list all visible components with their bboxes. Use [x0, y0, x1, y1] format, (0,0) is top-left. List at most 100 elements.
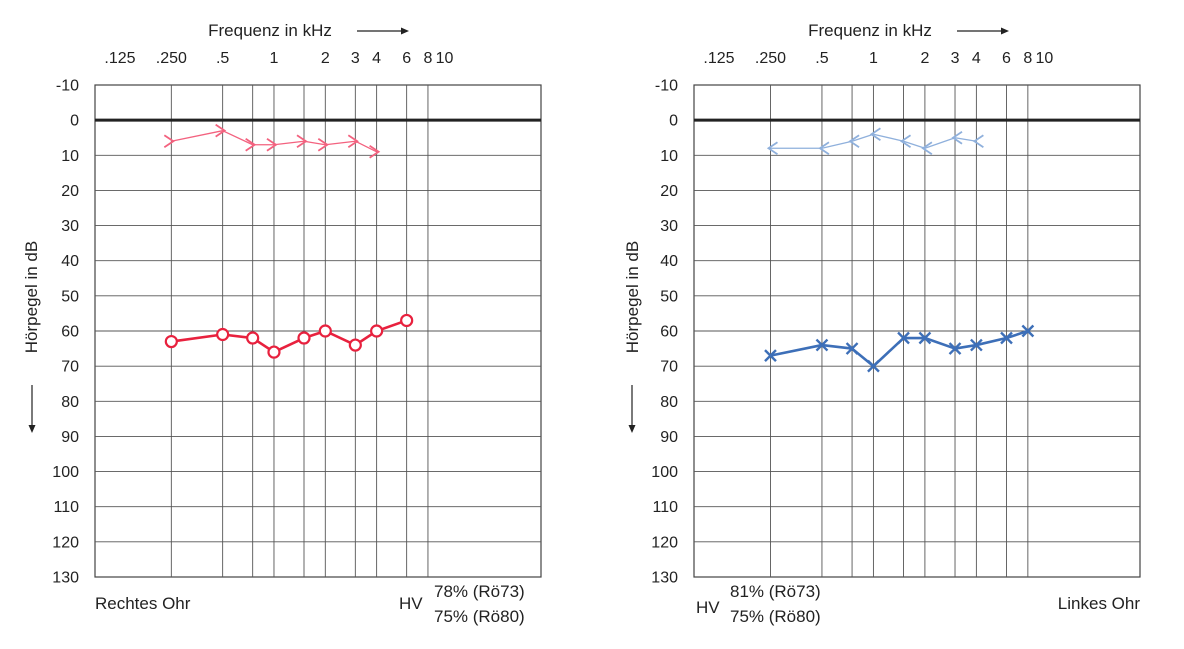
x-tick-label: .250	[755, 50, 786, 67]
bone-marker-chevron-left	[972, 134, 984, 148]
air-marker-cross	[897, 331, 910, 345]
air-conduction-line	[770, 329, 1029, 368]
hv-value-1: 78% (Rö73)	[434, 582, 525, 601]
bone-marker-chevron-right	[369, 145, 381, 159]
ear-label: Rechtes Ohr	[95, 594, 191, 613]
y-tick-label: 0	[70, 113, 79, 130]
y-tick-label: 30	[61, 218, 79, 235]
air-marker-circle	[348, 338, 362, 352]
x-tick-label: 6	[1002, 50, 1011, 67]
vertical-gridlines	[770, 85, 1029, 577]
bone-conduction-line	[171, 130, 377, 153]
bone-marker-chevron-left	[766, 141, 778, 156]
y-tick-label: 110	[652, 499, 678, 516]
x-tick-labels: .125 .250 .5 1 2 3 4 6 8 10	[104, 50, 453, 67]
air-marker-cross	[867, 359, 880, 373]
x-tick-label: .125	[104, 50, 135, 67]
air-marker-cross	[1000, 331, 1013, 345]
audiogram-right-ear: Frequenz in kHz Hörpegel in dB .125 .250.…	[22, 21, 542, 626]
cross-stroke	[867, 359, 880, 373]
air-marker-cross	[918, 331, 932, 345]
cross-stroke	[918, 331, 932, 345]
air-marker-cross	[948, 342, 962, 355]
y-tick-label: 60	[660, 324, 678, 341]
cross-stroke	[1021, 324, 1035, 338]
cross-stroke	[1000, 331, 1013, 345]
y-tick-labels: -10 0 10 20 30 40 50 60 70 80 90 100 110 120 130	[52, 78, 79, 587]
x-tick-label: .5	[216, 50, 229, 67]
y-axis-title: Hörpegel in dB	[623, 241, 642, 353]
y-axis-title: Hörpegel in dB	[22, 241, 41, 353]
y-axis-arrow	[628, 385, 636, 433]
air-marker-circle	[318, 324, 332, 338]
x-tick-label: 2	[321, 50, 330, 67]
y-tick-label: 20	[61, 183, 79, 200]
x-tick-label: 10	[1036, 50, 1054, 67]
hv-label: HV	[696, 598, 720, 617]
bone-marker-chevron-left	[848, 134, 860, 148]
air-marker-circle	[400, 313, 414, 328]
bone-marker-chevron-right	[317, 137, 329, 152]
bone-marker-chevron-left	[818, 141, 830, 156]
horizontal-gridlines	[694, 154, 1140, 543]
hv-value-2: 75% (Rö80)	[434, 607, 525, 626]
y-tick-labels: -10 0 10 20 30 40 50 60 70 80 90 100 110 120 130	[651, 78, 678, 587]
air-marker-cross	[845, 342, 859, 355]
hv-value-1: 81% (Rö73)	[730, 582, 821, 601]
y-tick-label: 90	[61, 429, 79, 446]
bone-marker-chevron-left	[921, 141, 933, 156]
cross-stroke	[970, 338, 983, 352]
series-group	[163, 123, 414, 359]
x-axis-title: Frequenz in kHz	[808, 21, 932, 40]
bone-marker-chevron-left	[951, 130, 963, 145]
plot-area	[94, 84, 542, 578]
cross-stroke	[948, 342, 962, 355]
air-marker-circle	[267, 345, 281, 359]
y-tick-label: 100	[651, 464, 678, 481]
air-marker-cross	[764, 349, 777, 362]
audiogram-left-ear: Frequenz in kHz Hörpegel in dB .125 .250.…	[623, 21, 1141, 626]
x-tick-label: .250	[156, 50, 187, 67]
plot-area	[693, 84, 1141, 578]
y-tick-label: 130	[651, 570, 678, 587]
y-tick-label: 120	[651, 534, 678, 551]
ear-label: Linkes Ohr	[1058, 594, 1141, 613]
cross-stroke	[897, 331, 910, 345]
bone-marker-chevron-left	[869, 127, 881, 141]
y-tick-label: 70	[61, 359, 79, 376]
x-axis-arrow	[957, 27, 1009, 35]
y-tick-label: -10	[655, 78, 678, 95]
y-tick-label: 60	[61, 324, 79, 341]
series-group	[764, 127, 1035, 373]
horizontal-gridlines	[95, 154, 541, 543]
y-tick-label: 0	[669, 113, 678, 130]
x-tick-label: 10	[436, 50, 454, 67]
air-marker-cross	[970, 338, 983, 352]
cross-stroke	[815, 338, 829, 352]
x-tick-label: 8	[1023, 50, 1032, 67]
x-tick-label: .5	[815, 50, 828, 67]
y-tick-label: 20	[660, 183, 678, 200]
air-marker-cross	[815, 338, 829, 352]
y-tick-label: 40	[61, 253, 79, 270]
cross-stroke	[845, 342, 859, 355]
y-tick-label: 50	[61, 288, 79, 305]
x-tick-label: 4	[972, 50, 981, 67]
bone-marker-chevron-right	[347, 134, 359, 148]
y-tick-label: 80	[61, 394, 79, 411]
x-tick-label: 3	[951, 50, 960, 67]
bone-marker-chevron-left	[899, 134, 912, 148]
bone-marker-chevron-right	[266, 137, 278, 152]
air-conduction-line	[171, 319, 408, 354]
air-marker-circle	[297, 331, 311, 345]
bone-conduction-line	[770, 133, 977, 149]
y-tick-label: -10	[56, 78, 79, 95]
x-tick-label: 1	[270, 50, 279, 67]
x-tick-label: 1	[869, 50, 878, 67]
y-tick-label: 80	[660, 394, 678, 411]
air-marker-circle	[216, 327, 230, 342]
cross-stroke	[764, 349, 777, 362]
y-tick-label: 100	[52, 464, 79, 481]
air-marker-circle	[370, 324, 384, 338]
